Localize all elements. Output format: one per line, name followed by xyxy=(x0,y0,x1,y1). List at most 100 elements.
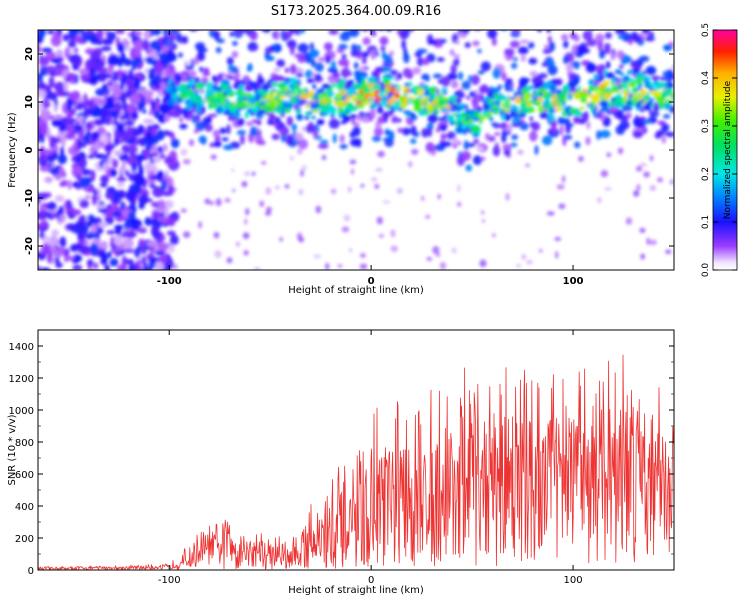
heatmap-cell xyxy=(615,70,622,74)
heatmap-cell xyxy=(628,81,637,88)
heatmap-cell xyxy=(123,42,131,48)
heatmap-cell xyxy=(133,174,146,187)
heatmap-cell xyxy=(196,51,206,62)
heatmap-cell xyxy=(275,44,282,52)
heatmap-cell xyxy=(511,123,521,127)
heatmap-cell xyxy=(81,34,92,41)
heatmap-cell xyxy=(428,86,437,95)
heatmap-cell xyxy=(610,97,617,102)
heatmap-cell xyxy=(170,87,174,93)
heatmap-cell xyxy=(531,121,541,131)
heatmap-cell xyxy=(210,89,217,94)
heatmap-cell xyxy=(131,112,138,121)
heatmap-cell xyxy=(388,83,392,87)
heatmap-cell xyxy=(205,18,211,25)
heatmap-cell xyxy=(159,254,168,264)
heatmap-cell xyxy=(250,111,255,117)
heatmap-cell xyxy=(166,230,176,236)
heatmap-cell xyxy=(195,77,200,82)
heatmap-cell xyxy=(186,83,191,91)
heatmap-cell xyxy=(101,108,111,117)
heatmap-cell xyxy=(600,100,609,108)
heatmap-cell xyxy=(662,44,674,51)
heatmap-cell xyxy=(298,188,304,196)
heatmap-cell xyxy=(566,62,574,73)
heatmap-cell xyxy=(439,38,447,43)
heatmap-cell xyxy=(319,18,323,23)
heatmap-cell xyxy=(244,171,251,177)
heatmap-cell xyxy=(376,216,384,225)
heatmap-cell xyxy=(91,131,101,140)
heatmap-cell xyxy=(341,226,350,233)
heatmap-cell xyxy=(90,169,96,182)
heatmap-cell xyxy=(362,37,371,46)
heatmap-cell xyxy=(603,80,611,85)
heatmap-cell xyxy=(643,102,652,111)
heatmap-cell xyxy=(76,173,82,181)
heatmap-cell xyxy=(244,84,254,92)
heatmap-cell xyxy=(623,75,629,81)
heatmap-cell xyxy=(349,248,353,252)
heatmap-cell xyxy=(358,99,362,105)
heatmap-cell xyxy=(53,103,58,113)
snr-y-tick-label: 200 xyxy=(15,534,34,545)
heatmap-cell xyxy=(38,89,47,99)
heatmap-cell xyxy=(67,199,72,210)
heatmap-cell xyxy=(319,139,329,145)
heatmap-cell xyxy=(164,69,176,76)
heatmap-cell xyxy=(279,237,283,242)
heatmap-cell xyxy=(162,143,168,153)
heatmap-cell xyxy=(535,91,540,96)
heatmap-cell xyxy=(72,264,83,270)
heatmap-cell xyxy=(519,122,529,131)
heatmap-cell xyxy=(243,249,249,256)
heatmap-cell xyxy=(111,158,119,169)
heatmap-cell xyxy=(226,57,234,66)
heatmap-cell xyxy=(669,105,674,114)
heatmap-cell xyxy=(296,86,301,94)
heatmap-cell xyxy=(53,174,63,180)
heatmap-cell xyxy=(339,143,348,150)
heatmap-cell xyxy=(426,122,434,131)
heatmap-cell xyxy=(390,229,396,238)
heatmap-cell xyxy=(152,186,164,198)
heatmap-cell xyxy=(648,82,658,87)
heatmap-cell xyxy=(641,90,648,95)
heatmap-cell xyxy=(577,86,582,90)
heatmap-cell xyxy=(460,150,472,161)
heatmap-cell xyxy=(84,194,91,200)
heatmap-cell xyxy=(510,30,521,34)
heatmap-cell xyxy=(38,72,43,83)
heatmap-cell xyxy=(86,258,94,268)
heatmap-cell xyxy=(180,208,187,213)
heatmap-cell xyxy=(167,217,176,227)
heatmap-cell xyxy=(555,251,559,259)
heatmap-cell xyxy=(73,47,79,53)
heatmap-cell xyxy=(401,127,411,136)
heatmap-cell xyxy=(89,98,96,110)
heatmap-cell xyxy=(487,30,498,39)
heatmap-cell xyxy=(480,156,486,162)
snr-panel: -100 0 100 0 200 400 600 800 1000 1200 1400 Heigh… xyxy=(7,329,675,596)
heatmap-cell xyxy=(77,230,83,241)
heatmap-cell xyxy=(106,30,111,40)
heatmap-cell xyxy=(107,54,120,66)
heatmap-cell xyxy=(107,63,114,73)
heatmap-cell xyxy=(95,225,104,235)
heatmap-cell xyxy=(630,60,637,68)
heatmap-cell xyxy=(202,71,211,76)
heatmap-cell xyxy=(649,154,654,162)
heatmap-cell xyxy=(461,117,466,124)
heatmap-cell xyxy=(238,118,245,124)
heatmap-cell xyxy=(301,165,307,171)
heatmap-cell xyxy=(546,211,555,216)
heatmap-cell xyxy=(393,72,397,77)
heatmap-cell xyxy=(481,111,488,116)
heatmap-cell xyxy=(516,95,522,99)
heatmap-cell xyxy=(637,97,644,100)
heatmap-cell xyxy=(569,32,577,40)
heatmap-cell xyxy=(618,92,622,96)
heatmap-cell xyxy=(232,113,242,117)
heatmap-cell xyxy=(177,74,182,83)
